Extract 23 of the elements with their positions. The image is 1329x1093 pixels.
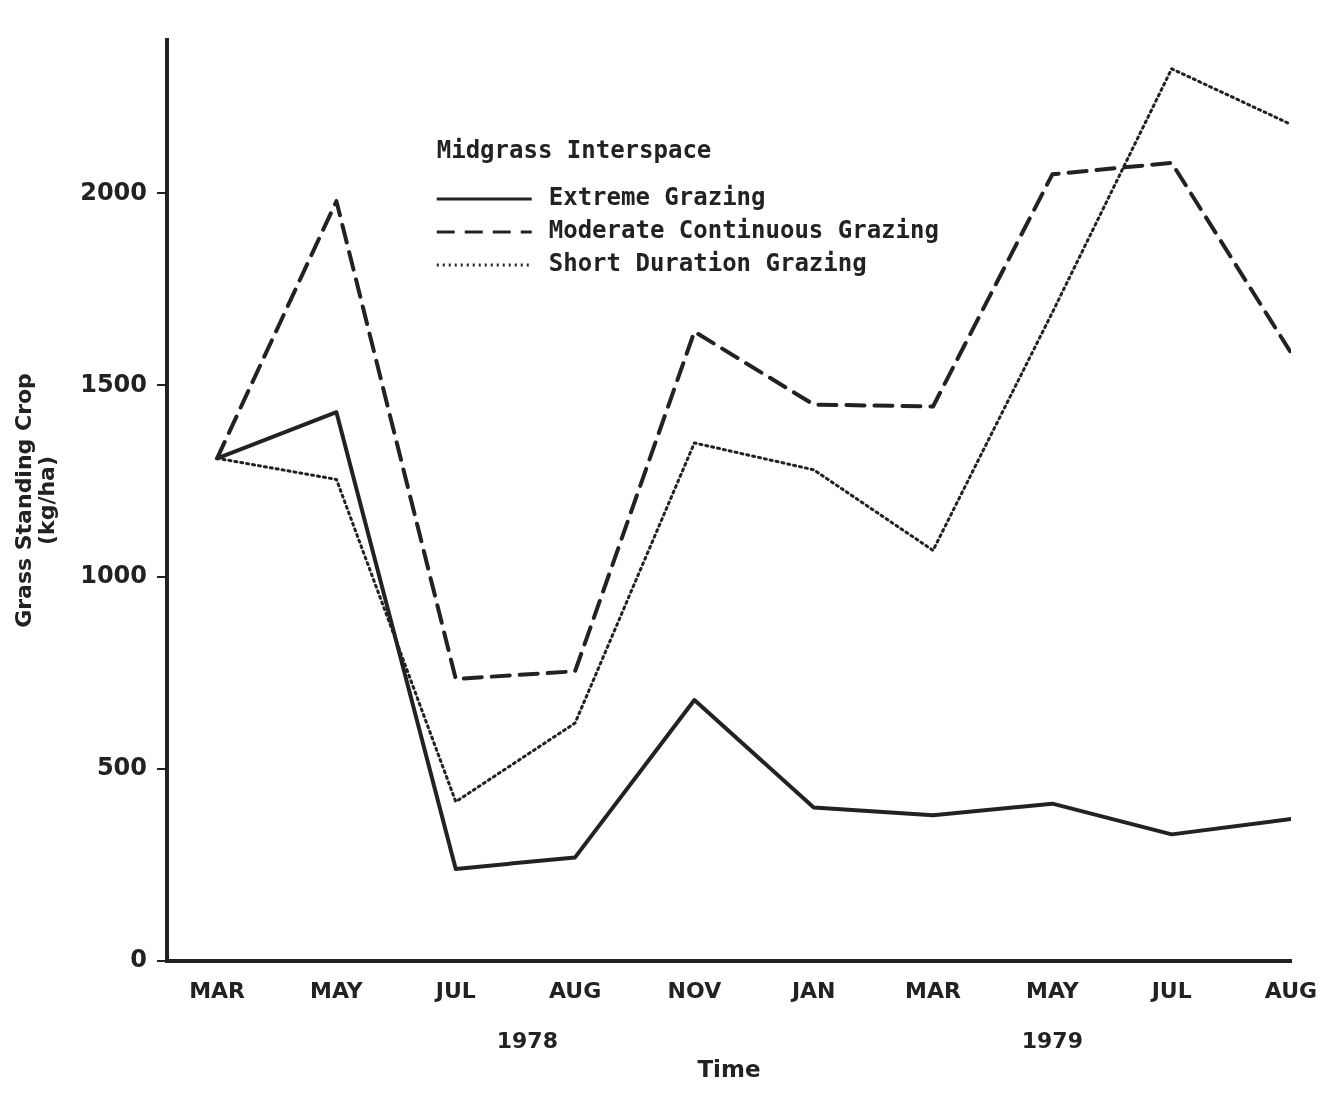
legend-title: Midgrass Interspace	[436, 136, 712, 165]
y-tick-label: 1000	[80, 561, 147, 590]
text: 1978	[496, 1027, 558, 1053]
y-tick-label: 500	[96, 753, 147, 782]
x-tick-label: JUL	[1149, 977, 1192, 1003]
x-tick-label: JUL	[433, 977, 476, 1003]
x-axis-title: Time	[697, 1056, 761, 1083]
y-tick-label: 0	[130, 945, 147, 974]
x-tick-label: AUG	[1264, 977, 1318, 1003]
x-tick-label: MAY	[310, 977, 364, 1003]
legend-label: Moderate Continuous Grazing	[548, 216, 939, 245]
y-tick-label: 1500	[80, 369, 147, 398]
text: 1979	[1021, 1027, 1083, 1053]
x-tick-label: NOV	[667, 977, 722, 1003]
x-tick-label: MAR	[189, 977, 246, 1003]
x-tick-label: AUG	[548, 977, 602, 1003]
legend-label: Short Duration Grazing	[548, 249, 867, 278]
y-axis-title: Grass Standing Crop (kg/ha)	[11, 373, 60, 628]
x-tick-label: MAR	[905, 977, 962, 1003]
x-tick-label: JAN	[789, 977, 836, 1003]
legend-label: Extreme Grazing	[548, 183, 766, 212]
x-tick-label: MAY	[1025, 977, 1080, 1003]
y-tick-label: 2000	[80, 177, 147, 206]
